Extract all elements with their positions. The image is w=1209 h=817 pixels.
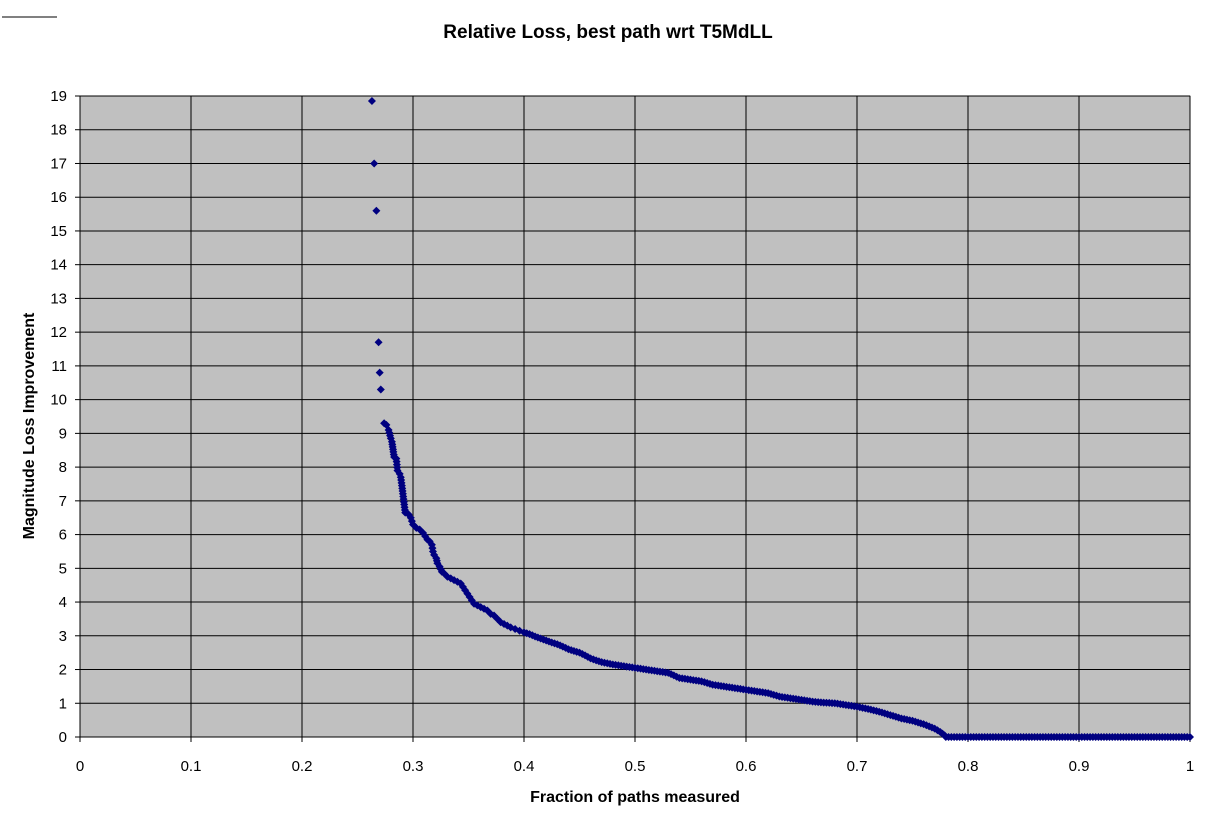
x-tick-label: 0.7	[847, 758, 868, 775]
data-point	[841, 700, 850, 709]
data-points	[367, 97, 1194, 741]
data-point	[575, 648, 584, 657]
data-point	[775, 692, 784, 701]
y-tick-label: 18	[50, 122, 67, 139]
y-tick-label: 12	[50, 324, 67, 341]
data-point	[875, 707, 884, 716]
data-point	[864, 704, 873, 713]
y-tick-label: 19	[50, 88, 67, 105]
data-point	[367, 97, 376, 106]
x-axis-title: Fraction of paths measured	[530, 789, 740, 806]
y-tick-label: 6	[59, 527, 67, 544]
data-point	[764, 689, 773, 698]
x-tick-label: 1	[1186, 758, 1194, 775]
data-point	[886, 711, 895, 720]
y-tick-label: 8	[59, 459, 67, 476]
y-tick-label: 4	[59, 594, 67, 611]
data-point	[708, 680, 717, 689]
x-tick-label: 0.1	[181, 758, 202, 775]
data-point	[619, 662, 628, 671]
x-tick-label: 0.9	[1069, 758, 1090, 775]
gridlines	[80, 95, 1191, 737]
data-point	[664, 668, 673, 677]
data-point	[830, 699, 839, 708]
y-tick-label: 3	[59, 628, 67, 645]
y-tick-label: 14	[50, 257, 67, 274]
data-point	[1097, 733, 1106, 741]
y-tick-label: 2	[59, 662, 67, 679]
data-point	[964, 733, 972, 741]
data-point	[374, 338, 383, 347]
data-point	[406, 513, 415, 522]
data-point	[1186, 733, 1194, 741]
data-point	[797, 695, 806, 704]
y-tick-label: 16	[50, 189, 67, 206]
y-tick-label: 15	[50, 223, 67, 240]
y-tick-label: 10	[50, 392, 67, 409]
data-point	[686, 675, 695, 684]
data-point	[819, 698, 828, 707]
y-axis-title: Magnitude Loss Improvement	[21, 312, 38, 539]
data-point	[376, 385, 385, 394]
data-point	[392, 454, 401, 463]
data-point	[1141, 733, 1150, 741]
data-point	[387, 437, 396, 446]
data-point	[986, 733, 995, 741]
data-point	[808, 697, 817, 706]
data-point	[597, 658, 606, 667]
data-point	[608, 660, 617, 669]
y-tick-label: 11	[51, 358, 67, 375]
chart-title: Relative Loss, best path wrt T5MdLL	[443, 22, 773, 43]
data-point	[897, 714, 906, 723]
data-point	[853, 702, 861, 711]
data-point	[930, 724, 939, 733]
data-point	[908, 716, 917, 725]
data-point	[1163, 733, 1172, 741]
data-point	[375, 368, 384, 377]
data-point	[1008, 733, 1017, 741]
x-tick-labels: 0 0.1 0.2 0.3 0.4 0.5 0.6 0.7 0.8 0.9 1	[76, 758, 1194, 775]
data-point	[558, 642, 567, 651]
y-tick-label: 5	[59, 560, 67, 577]
y-tick-label: 1	[59, 695, 67, 712]
data-point	[697, 677, 706, 686]
data-point	[397, 481, 406, 490]
data-point	[1052, 733, 1061, 741]
data-point	[642, 665, 651, 674]
x-tick-label: 0.4	[514, 758, 535, 775]
data-point	[730, 684, 739, 693]
y-tick-label: 9	[59, 425, 67, 442]
data-point	[941, 733, 950, 741]
data-point	[719, 682, 728, 691]
data-point	[396, 473, 405, 482]
x-tick-label: 0.5	[625, 758, 646, 775]
y-tick-label: 7	[59, 493, 67, 510]
data-point	[1075, 733, 1083, 741]
x-tick-label: 0.6	[736, 758, 757, 775]
data-point	[384, 425, 393, 434]
data-point	[1030, 733, 1039, 741]
data-point	[675, 673, 684, 682]
data-point	[1119, 733, 1128, 741]
x-tick-label: 0.3	[403, 758, 424, 775]
data-point	[919, 720, 928, 729]
data-point	[427, 540, 436, 549]
x-tick-label: 0.8	[958, 758, 979, 775]
data-point	[370, 159, 379, 168]
data-point	[581, 651, 590, 660]
y-tick-label: 13	[50, 290, 67, 307]
y-tick-label: 0	[59, 729, 67, 746]
y-tick-label: 17	[50, 155, 67, 172]
x-tick-label: 0	[76, 758, 84, 775]
data-point	[372, 206, 381, 215]
x-tick-label: 0.2	[292, 758, 313, 775]
data-point	[742, 685, 750, 694]
data-point	[631, 663, 639, 672]
data-point	[753, 687, 762, 696]
data-point	[653, 667, 662, 676]
data-point	[786, 694, 795, 703]
